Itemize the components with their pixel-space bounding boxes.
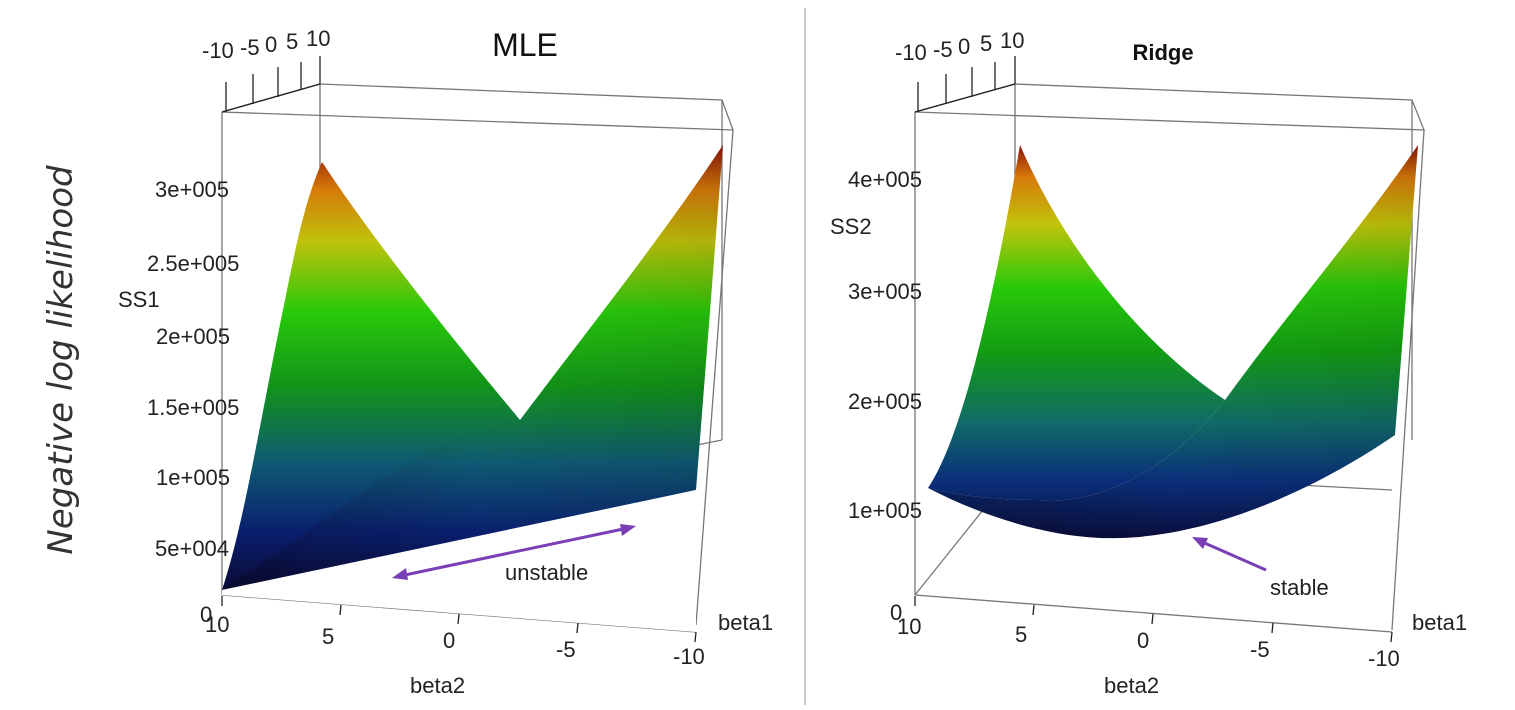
mle-ytick: 10	[306, 26, 330, 51]
mle-surface	[222, 145, 723, 632]
stable-arrow	[1199, 539, 1267, 572]
ridge-ytick: 0	[958, 34, 970, 59]
mle-ztick: 1.5e+005	[147, 395, 239, 420]
ridge-ztick: 3e+005	[848, 279, 922, 304]
ridge-z-axis: SS2 4e+005 3e+005 2e+005 1e+005 0	[830, 167, 922, 625]
mle-ytick: -5	[240, 35, 260, 60]
ridge-top-ticks: -10 -5 0 5 10	[895, 28, 1024, 113]
ridge-xtick: 5	[1015, 622, 1027, 647]
stable-label: stable	[1270, 575, 1329, 600]
mle-zlabel: SS1	[118, 287, 160, 312]
mle-xtick: -5	[556, 637, 576, 662]
mle-xtick: 5	[322, 624, 334, 649]
mle-ytick: 0	[265, 32, 277, 57]
ridge-ztick: 0	[890, 600, 902, 625]
ridge-xtick: 10	[897, 614, 921, 639]
ridge-panel: Ridge -10 -5 0 5 10	[830, 28, 1467, 698]
mle-xlabel: beta2	[410, 673, 465, 698]
mle-xtick: 0	[443, 628, 455, 653]
ridge-ztick: 1e+005	[848, 498, 922, 523]
ridge-surface	[928, 145, 1418, 539]
mle-ztick: 0	[200, 602, 212, 627]
mle-ztick: 2e+005	[156, 324, 230, 349]
ridge-ztick: 4e+005	[848, 167, 922, 192]
ridge-ztick: 2e+005	[848, 389, 922, 414]
ridge-ytick: -10	[895, 40, 927, 65]
ridge-ytick: 10	[1000, 28, 1024, 53]
y-axis-title: Negative log likelihood	[41, 165, 81, 555]
mle-ztick: 3e+005	[155, 177, 229, 202]
mle-title: MLE	[492, 27, 558, 63]
ridge-beta1-label: beta1	[1412, 610, 1467, 635]
ridge-xtick: 0	[1137, 628, 1149, 653]
mle-ztick: 2.5e+005	[147, 251, 239, 276]
ridge-ytick: 5	[980, 31, 992, 56]
mle-xtick: 10	[205, 612, 229, 637]
ridge-annotation: stable	[1192, 537, 1329, 600]
mle-x-axis: 10 5 0 -5 -10 beta2 beta1	[205, 596, 773, 698]
unstable-arrow	[399, 526, 629, 578]
ridge-x-axis: 10 5 0 -5 -10 beta2 beta1	[897, 596, 1467, 698]
ridge-xtick: -5	[1250, 637, 1270, 662]
mle-panel: MLE -10 -5 0 5 10	[118, 26, 773, 698]
mle-ztick: 1e+005	[156, 465, 230, 490]
ridge-xtick: -10	[1368, 646, 1400, 671]
ridge-zlabel: SS2	[830, 214, 872, 239]
ridge-xlabel: beta2	[1104, 673, 1159, 698]
ridge-ytick: -5	[933, 37, 953, 62]
mle-ytick: 5	[286, 29, 298, 54]
mle-beta1-label: beta1	[718, 610, 773, 635]
mle-ztick: 5e+004	[155, 536, 229, 561]
ridge-title: Ridge	[1132, 40, 1193, 65]
mle-ytick: -10	[202, 38, 234, 63]
unstable-label: unstable	[505, 560, 588, 585]
mle-top-ticks: -10 -5 0 5 10	[202, 26, 330, 113]
mle-annotation: unstable	[392, 524, 636, 585]
mle-xtick: -10	[673, 644, 705, 669]
mle-z-axis: SS1 3e+005 2.5e+005 2e+005 1.5e+005 1e+0…	[118, 177, 239, 627]
